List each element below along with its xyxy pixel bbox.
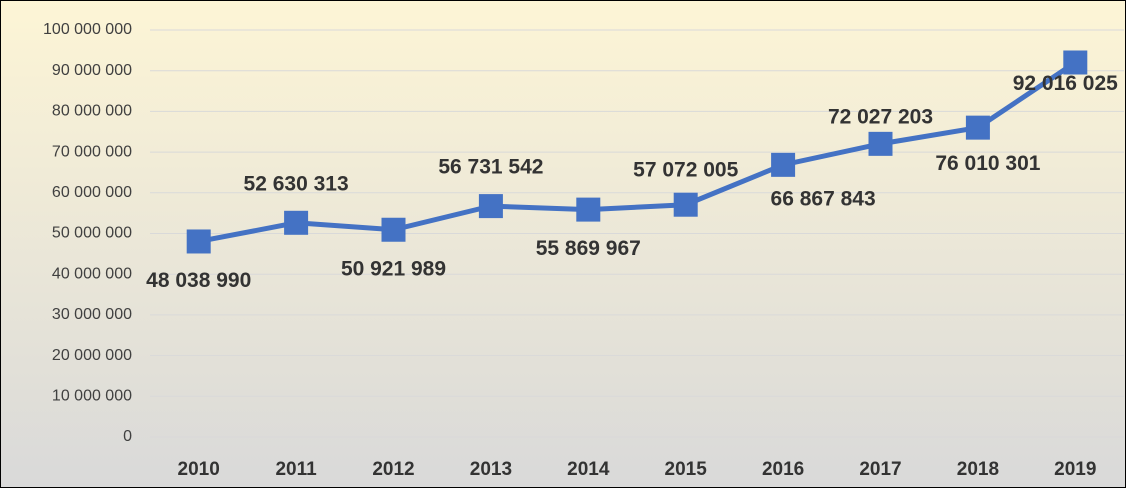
x-tick-label: 2017 [859, 459, 901, 480]
data-label: 57 072 005 [633, 158, 738, 181]
marker [478, 194, 503, 219]
y-tick-label: 90 000 000 [52, 62, 132, 79]
x-tick-label: 2010 [178, 459, 220, 480]
x-tick-label: 2011 [275, 459, 317, 480]
data-label: 52 630 313 [244, 172, 349, 195]
marker [1063, 50, 1088, 75]
x-tick-label: 2012 [372, 459, 414, 480]
data-label: 48 038 990 [146, 269, 251, 292]
marker [673, 192, 698, 217]
data-label: 76 010 301 [935, 152, 1040, 175]
marker [381, 217, 406, 242]
y-tick-label: 60 000 000 [52, 184, 132, 201]
data-label: 55 869 967 [536, 237, 641, 260]
y-tick-label: 20 000 000 [52, 347, 132, 364]
data-label: 72 027 203 [828, 105, 933, 128]
data-label: 56 731 542 [438, 156, 543, 179]
marker [186, 229, 211, 254]
y-tick-label: 50 000 000 [52, 225, 132, 242]
x-tick-label: 2016 [762, 459, 804, 480]
y-tick-label: 30 000 000 [52, 306, 132, 323]
y-tick-label: 100 000 000 [43, 21, 132, 38]
marker [771, 152, 796, 177]
y-tick-label: 80 000 000 [52, 103, 132, 120]
y-tick-label: 70 000 000 [52, 143, 132, 160]
x-tick-label: 2014 [567, 459, 610, 480]
data-label: 66 867 843 [771, 187, 876, 210]
data-label: 92 016 025 [1013, 72, 1118, 95]
marker [576, 197, 601, 222]
marker [284, 210, 309, 235]
x-tick-label: 2018 [957, 459, 999, 480]
y-tick-label: 0 [123, 428, 132, 445]
line [198, 60, 1077, 244]
x-tick-label: 2013 [470, 459, 512, 480]
y-tick-label: 40 000 000 [52, 265, 132, 282]
x-tick-label: 2019 [1054, 459, 1096, 480]
x-tick-label: 2015 [665, 459, 708, 480]
marker [868, 131, 893, 156]
y-tick-label: 10 000 000 [52, 388, 132, 405]
marker [965, 115, 990, 140]
data-label: 50 921 989 [341, 257, 446, 280]
